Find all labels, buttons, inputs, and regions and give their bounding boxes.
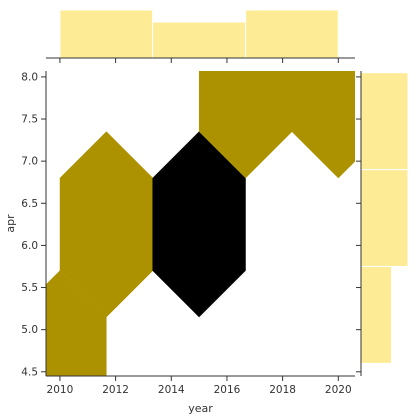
x-tick-label: 2014 <box>158 384 185 396</box>
x-tick-label: 2018 <box>269 384 296 396</box>
right-marginal-bar <box>360 169 409 267</box>
top-marginal-bar <box>59 9 154 59</box>
y-tick-label: 7.0 <box>21 156 38 168</box>
right-marginal-bar <box>360 72 409 171</box>
x-axis-label: year <box>188 402 213 415</box>
hexbin-cell-3 <box>198 71 293 179</box>
y-tick-label: 8.0 <box>21 71 38 83</box>
axes-layer: 2010 2012 2014 2016 2018 2020 4.5 5.0 5.5 6.0 6.5 7… <box>21 71 355 396</box>
main-hexbin-plot: 2010 2012 2014 2016 2018 2020 4.5 5.0 5.5 6.0 6.5 7… <box>21 71 355 396</box>
right-marginal-histogram <box>356 71 409 376</box>
hexbin-cell-4 <box>291 71 355 179</box>
y-axis-label: apr <box>4 214 17 233</box>
top-marginal-bar <box>245 9 339 59</box>
hexbin-layer <box>46 71 355 376</box>
y-tick-label: 6.5 <box>21 198 38 210</box>
y-tick-label: 5.5 <box>21 282 38 294</box>
x-tick-label: 2010 <box>47 384 74 396</box>
y-tick-label: 7.5 <box>21 114 38 126</box>
right-marginal-bar <box>360 265 393 364</box>
x-tick-label: 2012 <box>102 384 129 396</box>
top-marginal-bar <box>152 21 247 59</box>
y-tick-label: 4.5 <box>21 366 38 378</box>
y-tick-label: 6.0 <box>21 240 38 252</box>
x-tick-label: 2016 <box>214 384 241 396</box>
x-tick-label: 2020 <box>325 384 352 396</box>
y-tick-label: 5.0 <box>21 324 38 336</box>
top-marginal-histogram <box>46 9 355 63</box>
